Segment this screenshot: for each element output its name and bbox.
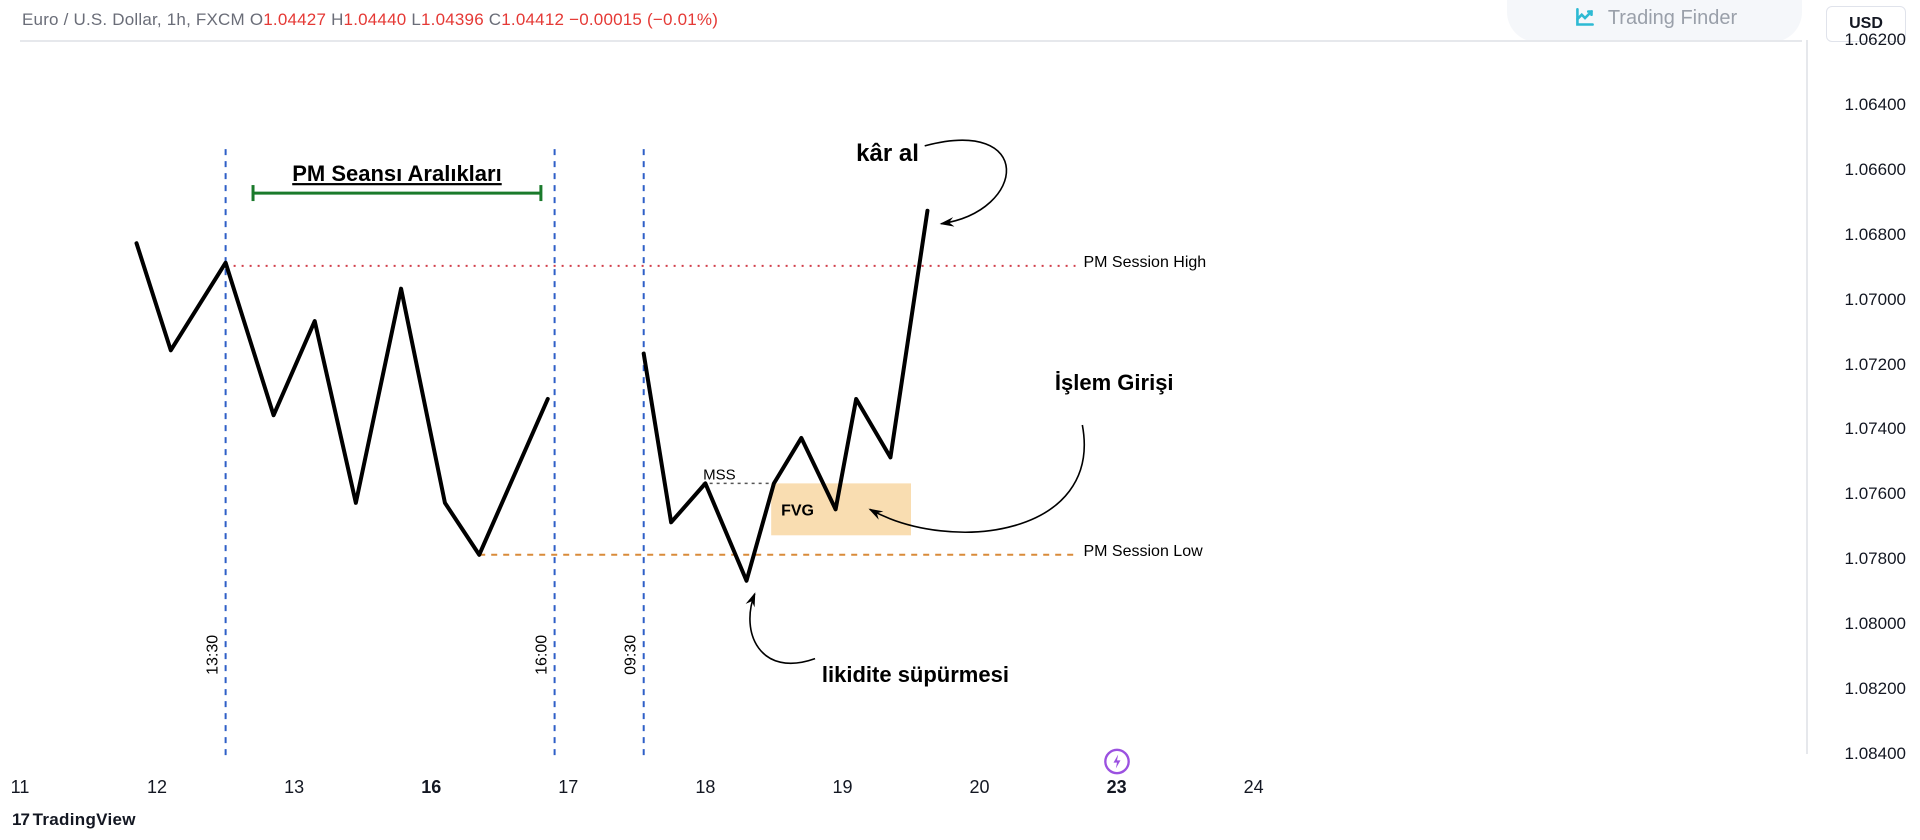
y-axis[interactable]: 1.06200 1.06400 1.06600 1.06800 1.07000 1.072… bbox=[1810, 0, 1906, 840]
level-label-pm_low: PM Session Low bbox=[1083, 543, 1202, 561]
svg-text:16:00: 16:00 bbox=[534, 635, 551, 675]
annotation-likidite: likidite süpürmesi bbox=[822, 662, 1009, 688]
x-tick: 12 bbox=[147, 777, 167, 798]
x-tick: 20 bbox=[970, 777, 990, 798]
brand-badge: Trading Finder bbox=[1507, 0, 1802, 42]
x-tick: 11 bbox=[11, 777, 30, 798]
level-label-pm_high: PM Session High bbox=[1083, 254, 1206, 272]
y-tick: 1.07800 bbox=[1810, 549, 1906, 569]
y-tick: 1.07000 bbox=[1810, 290, 1906, 310]
y-tick: 1.06800 bbox=[1810, 225, 1906, 245]
brand-text: Trading Finder bbox=[1608, 7, 1737, 30]
y-tick: 1.08400 bbox=[1810, 744, 1906, 764]
axis-divider bbox=[1806, 40, 1808, 754]
tradingview-logo: 17 TradingView bbox=[12, 810, 136, 830]
ohlc-close: 1.04412 bbox=[501, 10, 564, 29]
symbol-info: Euro / U.S. Dollar, 1h, FXCM O1.04427 H1… bbox=[22, 10, 718, 30]
svg-text:FVG: FVG bbox=[781, 502, 814, 519]
ohlc-change: −0.00015 bbox=[569, 10, 642, 29]
x-axis[interactable]: 11121316171819202324 bbox=[0, 768, 1810, 828]
x-tick: 19 bbox=[832, 777, 852, 798]
y-tick: 1.07600 bbox=[1810, 484, 1906, 504]
chart-root: Euro / U.S. Dollar, 1h, FXCM O1.04427 H1… bbox=[0, 0, 1920, 840]
svg-text:13:30: 13:30 bbox=[205, 635, 222, 675]
ohlc-open: 1.04427 bbox=[263, 10, 326, 29]
flash-icon[interactable] bbox=[1103, 748, 1131, 781]
ohlc-low: 1.04396 bbox=[421, 10, 484, 29]
annotation-kar_al: kâr al bbox=[856, 140, 919, 168]
y-tick: 1.06400 bbox=[1810, 95, 1906, 115]
svg-text:PM Seansı Aralıkları: PM Seansı Aralıkları bbox=[292, 161, 502, 186]
x-tick: 17 bbox=[558, 777, 578, 798]
ohlc-high: 1.04440 bbox=[344, 10, 407, 29]
y-tick: 1.06600 bbox=[1810, 160, 1906, 180]
annotation-islem: İşlem Girişi bbox=[1055, 370, 1174, 396]
y-tick: 1.06200 bbox=[1810, 30, 1906, 50]
x-tick: 24 bbox=[1244, 777, 1264, 798]
y-tick: 1.08200 bbox=[1810, 679, 1906, 699]
svg-text:09:30: 09:30 bbox=[623, 635, 640, 675]
svg-text:MSS: MSS bbox=[703, 466, 736, 483]
y-tick: 1.07200 bbox=[1810, 355, 1906, 375]
symbol-name: Euro / U.S. Dollar, 1h, FXCM bbox=[22, 10, 245, 29]
x-tick: 13 bbox=[284, 777, 304, 798]
brand-icon bbox=[1572, 5, 1598, 31]
x-tick: 16 bbox=[421, 777, 441, 798]
y-tick: 1.08000 bbox=[1810, 614, 1906, 634]
y-tick: 1.07400 bbox=[1810, 419, 1906, 439]
ohlc-pct: (−0.01%) bbox=[647, 10, 718, 29]
x-tick: 18 bbox=[695, 777, 715, 798]
